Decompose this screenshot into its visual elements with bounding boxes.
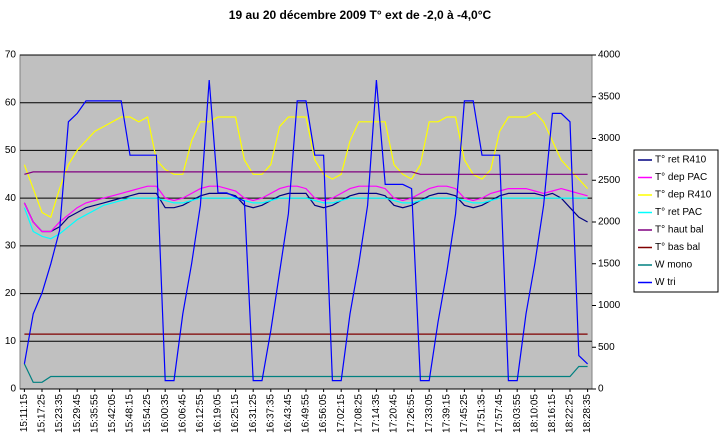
x-tick-label: 15:11:15 <box>19 394 30 433</box>
y2-tick-label: 3500 <box>598 91 621 102</box>
x-tick-label: 17:26:55 <box>406 394 417 433</box>
legend-label: W mono <box>655 260 693 271</box>
series-line <box>23 185 588 233</box>
x-tick-label: 17:33:05 <box>424 394 435 433</box>
x-tick-label: 15:42:05 <box>107 394 118 433</box>
series-line <box>24 171 588 175</box>
y2-tick-label: 1000 <box>598 300 621 311</box>
y-tick-label: 30 <box>5 240 17 251</box>
legend-label: T° bas bal <box>655 242 700 253</box>
x-tick-label: 16:49:55 <box>301 394 312 433</box>
y2-tick-label: 3000 <box>598 133 621 144</box>
x-tick-label: 15:35:55 <box>89 394 100 433</box>
chart-title: 19 au 20 décembre 2009 T° ext de -2,0 à … <box>229 8 492 22</box>
x-tick-label: 17:39:15 <box>441 394 452 433</box>
x-tick-label: 18:03:55 <box>512 394 523 433</box>
y-tick-label: 0 <box>10 384 16 395</box>
y-tick-label: 40 <box>5 193 17 204</box>
x-tick-label: 16:00:35 <box>160 394 171 433</box>
x-tick-label: 15:48:15 <box>125 394 136 433</box>
y2-tick-label: 2000 <box>598 217 621 228</box>
legend-box <box>633 149 719 293</box>
x-tick-label: 16:43:45 <box>283 394 294 433</box>
y-tick-label: 60 <box>5 97 17 108</box>
y2-tick-label: 2500 <box>598 175 621 186</box>
series-line <box>23 192 588 233</box>
x-tick-label: 17:51:35 <box>477 394 488 433</box>
x-tick-label: 16:31:25 <box>248 394 259 433</box>
legend-label: T° ret R410 <box>655 155 707 166</box>
x-tick-label: 16:12:55 <box>195 394 206 433</box>
y2-tick-label: 4000 <box>598 50 621 61</box>
plot-area <box>19 54 593 390</box>
x-tick-label: 16:56:05 <box>318 394 329 433</box>
legend-label: T° dep R410 <box>655 190 712 201</box>
x-tick-label: 18:10:05 <box>529 394 540 433</box>
x-tick-label: 17:08:25 <box>353 394 364 433</box>
x-tick-label: 15:23:35 <box>54 394 65 433</box>
x-tick-label: 17:20:45 <box>389 394 400 433</box>
y2-tick-label: 1500 <box>598 258 621 269</box>
y2-tick-label: 0 <box>598 384 604 395</box>
y-tick-label: 10 <box>5 336 17 347</box>
y2-tick-label: 500 <box>598 342 615 353</box>
x-tick-label: 15:17:25 <box>37 394 48 433</box>
legend-label: T° dep PAC <box>655 172 707 183</box>
x-tick-label: 16:25:15 <box>230 394 241 433</box>
legend-label: W tri <box>655 277 676 288</box>
x-tick-label: 15:29:45 <box>72 394 83 433</box>
series-line <box>23 363 588 383</box>
x-tick-label: 18:16:15 <box>547 394 558 433</box>
y-tick-label: 50 <box>5 145 17 156</box>
x-tick-label: 16:37:35 <box>265 394 276 433</box>
x-tick-label: 18:22:25 <box>565 394 576 433</box>
x-tick-label: 16:06:45 <box>177 394 188 433</box>
x-tick-label: 15:54:25 <box>142 394 153 433</box>
x-tick-label: 17:14:35 <box>371 394 382 433</box>
y-tick-label: 20 <box>5 288 17 299</box>
series-line <box>23 80 589 382</box>
legend-label: T° haut bal <box>655 225 703 236</box>
y-tick-label: 70 <box>5 50 17 61</box>
x-tick-label: 18:28:35 <box>582 394 593 433</box>
legend-label: T° ret PAC <box>655 207 702 218</box>
x-tick-label: 17:57:45 <box>494 394 505 433</box>
x-tick-label: 17:45:25 <box>459 394 470 433</box>
series-line <box>23 111 589 219</box>
series-line <box>23 197 588 240</box>
x-tick-label: 17:02:15 <box>336 394 347 433</box>
x-tick-label: 16:19:05 <box>213 394 224 433</box>
